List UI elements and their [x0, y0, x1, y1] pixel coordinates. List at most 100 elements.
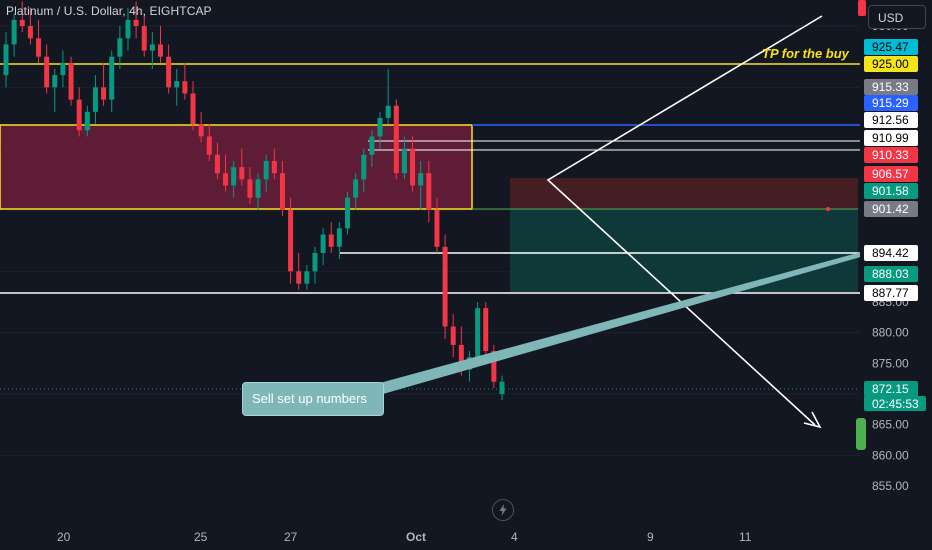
- candle-body: [410, 148, 416, 186]
- price-label-text: 906.57: [872, 167, 909, 181]
- price-label-text: 894.42: [872, 246, 909, 260]
- candle-body: [27, 26, 33, 39]
- candle-body: [149, 44, 155, 51]
- candle-body: [475, 308, 481, 358]
- price-label: [864, 39, 918, 55]
- candle-body: [84, 111, 90, 131]
- candle-body: [401, 148, 407, 174]
- candle-body: [206, 136, 212, 155]
- price-label: [864, 381, 918, 397]
- projection-path: [546, 15, 823, 426]
- symbol-title: Platinum / U.S. Dollar, 4h, EIGHTCAP: [6, 4, 212, 18]
- candle-body: [418, 173, 424, 186]
- x-tick-label: 9: [647, 530, 654, 544]
- x-tick-label: 25: [194, 530, 208, 544]
- candle-body: [92, 87, 98, 112]
- candle-body: [101, 87, 107, 100]
- candle-body: [19, 19, 25, 27]
- candle-body: [52, 75, 58, 88]
- candle-body: [190, 93, 196, 125]
- sell-setup-callout[interactable]: Sell set up numbers: [242, 382, 384, 416]
- candle-body: [320, 234, 326, 253]
- candle-body: [385, 105, 391, 119]
- candle-body: [426, 173, 432, 210]
- candle-body: [393, 105, 399, 174]
- currency-button[interactable]: USD: [868, 5, 926, 29]
- price-label: [864, 245, 918, 261]
- volume-marker: [856, 418, 866, 450]
- candle-body: [296, 271, 302, 284]
- top-right-marker: [858, 0, 866, 16]
- supply-zone-border: [0, 124, 473, 210]
- candle-body: [198, 124, 204, 137]
- candle-body: [442, 246, 448, 327]
- candle-body: [223, 173, 229, 186]
- x-tick-label: Oct: [406, 530, 426, 544]
- candle-body: [499, 381, 505, 394]
- candle-body: [3, 44, 9, 76]
- price-label: [864, 112, 918, 128]
- lightning-circle-icon[interactable]: [492, 499, 514, 521]
- price-label-text: 872.15: [872, 382, 909, 396]
- price-label: [864, 266, 918, 282]
- price-label-text: 910.99: [872, 131, 909, 145]
- y-tick-label: 855.00: [872, 479, 909, 493]
- price-label: [864, 201, 918, 217]
- candle-body: [109, 56, 115, 100]
- candle-body: [44, 56, 50, 88]
- candle-body: [271, 160, 277, 174]
- price-label-text: 887.77: [872, 286, 909, 300]
- y-tick-label: 865.00: [872, 418, 909, 432]
- price-label: [864, 285, 918, 301]
- callout-pointer: [376, 252, 864, 394]
- countdown-text: 02:45:53: [872, 397, 919, 411]
- y-tick-label: 875.00: [872, 356, 909, 370]
- candle-body: [361, 154, 367, 180]
- candle-body: [450, 326, 456, 345]
- y-tick-label: 880.00: [872, 326, 909, 340]
- x-tick-label: 20: [57, 530, 71, 544]
- price-label-text: 901.42: [872, 202, 909, 216]
- candle-body: [345, 197, 351, 229]
- price-label: [864, 56, 918, 72]
- candle-body: [336, 228, 342, 247]
- candle-body: [76, 99, 82, 131]
- candle-body: [255, 179, 261, 198]
- entry-dot: [826, 207, 830, 211]
- candle-body: [377, 118, 383, 137]
- price-label-text: 888.03: [872, 267, 909, 281]
- candle-body: [125, 19, 131, 39]
- candle-body: [182, 81, 188, 94]
- tp-annotation: TP for the buy: [762, 46, 849, 61]
- candle-body: [304, 271, 310, 284]
- candle-body: [68, 62, 74, 100]
- x-tick-label: 11: [739, 530, 752, 544]
- price-label-text: 901.58: [872, 184, 909, 198]
- price-label: [864, 183, 918, 199]
- y-tick-label: 860.00: [872, 448, 909, 462]
- candle-body: [11, 19, 17, 45]
- x-tick-label: 27: [284, 530, 298, 544]
- candle-body: [328, 234, 334, 247]
- price-label-text: 925.00: [872, 57, 909, 71]
- candle-body: [133, 19, 139, 27]
- candle-body: [36, 38, 42, 57]
- candle-body: [247, 179, 253, 198]
- candle-body: [141, 26, 147, 51]
- price-label-text: 925.47: [872, 40, 909, 54]
- candle-body: [279, 173, 285, 210]
- candle-body: [288, 210, 294, 272]
- candle-body: [491, 351, 497, 382]
- candle-body: [60, 62, 66, 76]
- candle-body: [157, 44, 163, 57]
- price-label-text: 912.56: [872, 113, 909, 127]
- price-label: [864, 95, 918, 111]
- candle-body: [458, 344, 464, 370]
- arrow-head: [803, 411, 822, 429]
- stop-loss-area: [510, 178, 858, 209]
- candle-body: [174, 81, 180, 88]
- candle-body: [483, 308, 489, 352]
- candle-body: [434, 210, 440, 247]
- price-label: [864, 147, 918, 163]
